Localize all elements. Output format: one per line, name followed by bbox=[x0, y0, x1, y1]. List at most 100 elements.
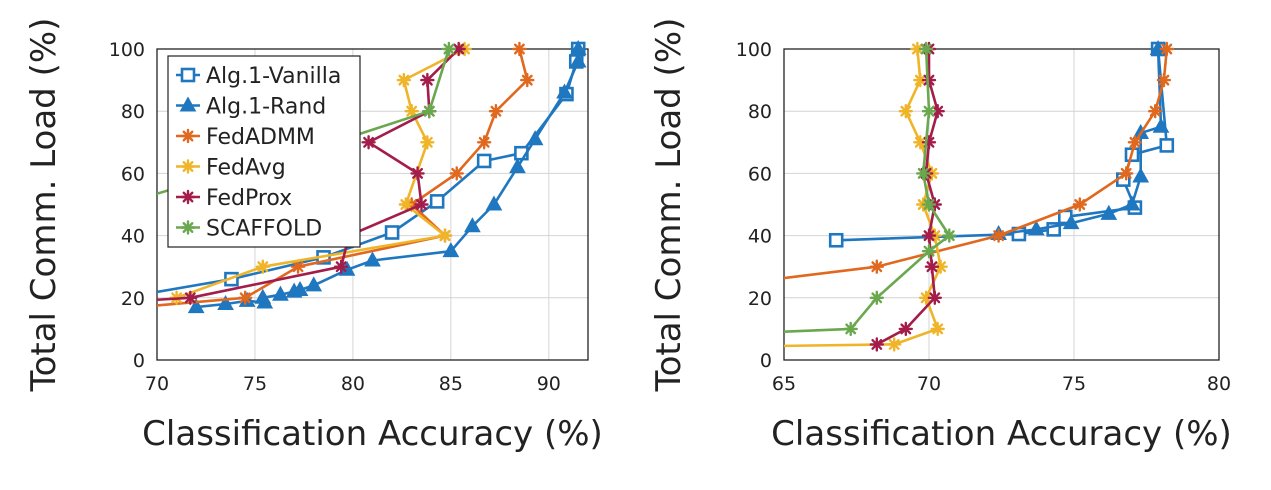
y-tick-label: 80 bbox=[121, 101, 145, 123]
series-alg-1-vanilla bbox=[828, 41, 1175, 248]
data-point bbox=[918, 41, 934, 57]
y-tick-label: 100 bbox=[109, 39, 145, 61]
data-point bbox=[396, 72, 412, 88]
data-point bbox=[404, 103, 419, 119]
legend-item: Alg.1-Rand bbox=[176, 95, 326, 120]
legend-marker bbox=[180, 128, 196, 144]
y-tick-label: 60 bbox=[121, 163, 145, 185]
data-point bbox=[991, 228, 1006, 243]
data-point bbox=[237, 290, 253, 305]
data-point bbox=[512, 41, 527, 57]
data-point bbox=[569, 39, 587, 55]
series-line bbox=[784, 48, 942, 348]
x-axis-label: Classification Accuracy (%) bbox=[771, 414, 1232, 454]
x-tick-label: 80 bbox=[1207, 373, 1231, 395]
x-tick-label: 70 bbox=[917, 373, 941, 395]
data-point bbox=[1072, 197, 1088, 212]
data-point bbox=[398, 197, 414, 212]
legend-item: Alg.1-Vanilla bbox=[176, 64, 341, 89]
x-tick-label: 75 bbox=[1062, 373, 1086, 395]
x-axis-label: Classification Accuracy (%) bbox=[142, 414, 603, 454]
legend-marker bbox=[180, 159, 196, 174]
data-point bbox=[1127, 135, 1143, 150]
data-point bbox=[305, 276, 323, 292]
legend-item: FedAvg bbox=[176, 156, 286, 181]
data-point bbox=[916, 166, 931, 181]
data-point bbox=[769, 273, 781, 285]
series-fedavg bbox=[784, 41, 948, 352]
data-point bbox=[769, 326, 781, 338]
data-point bbox=[921, 243, 937, 259]
data-point bbox=[828, 232, 844, 248]
y-tick-label: 60 bbox=[748, 163, 772, 185]
data-point bbox=[1027, 220, 1045, 236]
legend-label: FedProx bbox=[206, 186, 292, 211]
legend-marker bbox=[180, 189, 196, 205]
data-point bbox=[255, 259, 270, 274]
x-tick-label: 85 bbox=[439, 373, 463, 395]
chart-left: 70 75 80 85 90 0 20 40 60 80 100 Classification Acc… bbox=[24, 18, 603, 454]
data-point bbox=[384, 225, 400, 240]
data-point bbox=[509, 158, 526, 174]
data-point bbox=[183, 290, 198, 305]
data-point bbox=[1062, 214, 1080, 230]
plot-frame bbox=[156, 48, 589, 361]
data-point bbox=[449, 166, 464, 181]
data-point bbox=[869, 337, 884, 352]
data-point bbox=[921, 103, 937, 119]
data-point bbox=[1100, 204, 1118, 220]
data-point bbox=[441, 41, 457, 57]
legend-item: FedProx bbox=[176, 186, 292, 211]
data-point bbox=[927, 290, 942, 305]
data-point bbox=[898, 321, 913, 337]
data-point bbox=[422, 103, 437, 119]
data-point bbox=[869, 290, 884, 305]
y-tick-label: 100 bbox=[736, 39, 772, 61]
data-point bbox=[254, 288, 272, 304]
legend-label: FedADMM bbox=[206, 125, 315, 150]
data-point bbox=[420, 135, 435, 150]
legend-item: FedADMM bbox=[176, 125, 315, 150]
data-point bbox=[1159, 41, 1175, 57]
data-point bbox=[1123, 195, 1141, 211]
data-point bbox=[921, 197, 937, 212]
data-point bbox=[1159, 138, 1175, 153]
y-tick-label: 0 bbox=[760, 350, 772, 372]
y-axis-label: Total Comm. Load (%) bbox=[649, 18, 689, 393]
legend-label: FedAvg bbox=[206, 156, 286, 181]
data-point bbox=[1152, 117, 1170, 133]
data-point bbox=[942, 228, 957, 243]
data-point bbox=[442, 242, 460, 258]
y-tick-label: 40 bbox=[748, 226, 772, 248]
data-point bbox=[476, 153, 492, 169]
data-point bbox=[887, 337, 902, 352]
data-point bbox=[869, 259, 884, 274]
data-point bbox=[930, 321, 945, 337]
data-point bbox=[1156, 72, 1172, 88]
legend-label: SCAFFOLD bbox=[206, 217, 322, 242]
legend-item: SCAFFOLD bbox=[176, 217, 322, 242]
plot-area bbox=[769, 39, 1175, 352]
series-alg-1-rand bbox=[187, 39, 587, 314]
legend-label: Alg.1-Rand bbox=[206, 95, 326, 120]
x-tick-label: 65 bbox=[772, 373, 796, 395]
data-point bbox=[520, 72, 535, 88]
x-tick-label: 90 bbox=[537, 373, 561, 395]
data-point bbox=[1118, 166, 1134, 181]
y-tick-label: 0 bbox=[133, 350, 145, 372]
data-point bbox=[898, 103, 913, 119]
data-point bbox=[526, 130, 544, 146]
data-point bbox=[569, 52, 587, 68]
series-alg-1-rand bbox=[990, 39, 1170, 241]
data-point bbox=[272, 285, 289, 301]
y-axis-label: Total Comm. Load (%) bbox=[24, 18, 64, 393]
data-point bbox=[476, 135, 492, 150]
y-tick-label: 40 bbox=[121, 226, 145, 248]
legend-marker bbox=[179, 96, 197, 112]
data-point bbox=[135, 192, 147, 204]
y-tick-label: 80 bbox=[748, 101, 772, 123]
data-point bbox=[420, 72, 435, 88]
data-point bbox=[1149, 39, 1167, 55]
y-tick-label: 20 bbox=[121, 288, 145, 310]
data-point bbox=[414, 197, 429, 212]
